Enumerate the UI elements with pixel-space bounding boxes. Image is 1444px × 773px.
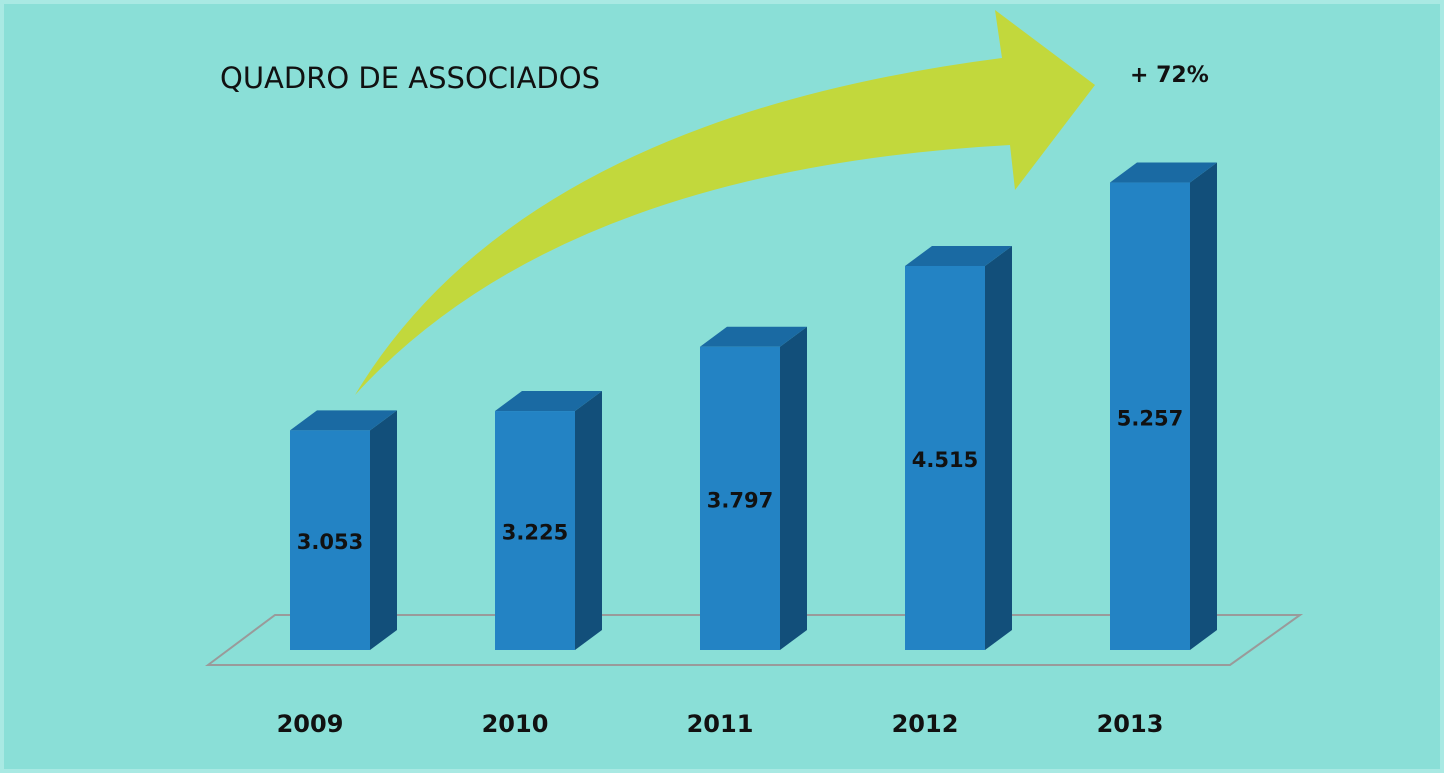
bar-top xyxy=(290,410,397,431)
bar-side xyxy=(1190,162,1217,650)
bar-top xyxy=(1110,162,1217,183)
bar-side xyxy=(575,391,602,650)
bar xyxy=(290,430,370,650)
value-label: 3.053 xyxy=(297,530,363,554)
bar-top xyxy=(495,391,602,412)
bar xyxy=(495,411,575,650)
value-label: 5.257 xyxy=(1117,406,1183,430)
bar-side xyxy=(780,326,807,650)
x-tick-label: 2010 xyxy=(482,710,549,738)
bar xyxy=(1110,182,1190,650)
value-label: 4.515 xyxy=(912,448,978,472)
bar-side xyxy=(370,410,397,650)
x-tick-label: 2011 xyxy=(687,710,754,738)
growth-arrow xyxy=(355,10,1095,395)
bar-top xyxy=(905,245,1012,266)
x-tick-label: 2009 xyxy=(277,710,344,738)
bar-side xyxy=(985,245,1012,650)
floor xyxy=(204,614,1304,666)
value-label: 3.225 xyxy=(502,521,568,545)
bar-top xyxy=(700,326,807,347)
annotation: + 72% xyxy=(1130,63,1209,88)
chart-title: QUADRO DE ASSOCIADOS xyxy=(220,61,600,95)
x-tick-label: 2012 xyxy=(892,710,959,738)
value-label: 3.797 xyxy=(707,488,773,512)
bar xyxy=(700,346,780,650)
x-tick-label: 2013 xyxy=(1097,710,1164,738)
bar xyxy=(905,265,985,650)
